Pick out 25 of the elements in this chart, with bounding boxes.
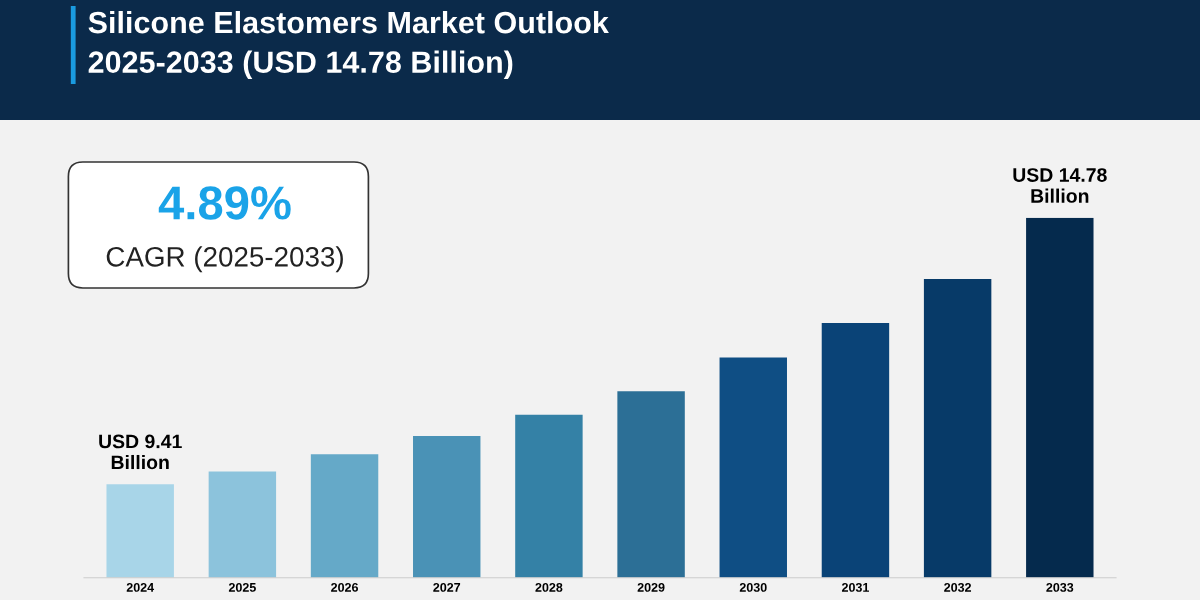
bar bbox=[1026, 217, 1094, 578]
annotation: USD 14.78 Billion bbox=[1013, 168, 1107, 203]
x-tick-label: 2025 bbox=[228, 582, 256, 592]
x-tick-label: 2033 bbox=[1046, 582, 1074, 592]
bar bbox=[413, 435, 481, 578]
bar bbox=[515, 414, 583, 578]
x-tick-label: 2031 bbox=[841, 582, 869, 592]
x-tick-label: 2030 bbox=[739, 582, 767, 592]
x-tick-label: 2028 bbox=[535, 582, 563, 592]
annotation: USD 9.41 Billion bbox=[99, 434, 182, 470]
bar bbox=[617, 391, 685, 578]
x-tick-label: 2026 bbox=[331, 582, 359, 592]
bar bbox=[719, 357, 787, 578]
bar bbox=[106, 484, 174, 578]
x-tick-label: 2032 bbox=[944, 582, 972, 592]
annotation: 4.89% bbox=[158, 186, 291, 220]
bar bbox=[310, 454, 379, 578]
x-tick-label: 2024 bbox=[126, 582, 155, 592]
bar bbox=[923, 279, 992, 578]
bar bbox=[208, 471, 277, 578]
chart-title: Silicone Elastomers Market Outlook 2025-2033 (USD 14.78 Billion) bbox=[88, 10, 609, 80]
x-tick-label: 2027 bbox=[433, 582, 461, 592]
bar bbox=[821, 322, 890, 578]
x-tick-label: 2029 bbox=[637, 582, 665, 592]
annotation: CAGR (2025-2033) bbox=[106, 246, 343, 273]
